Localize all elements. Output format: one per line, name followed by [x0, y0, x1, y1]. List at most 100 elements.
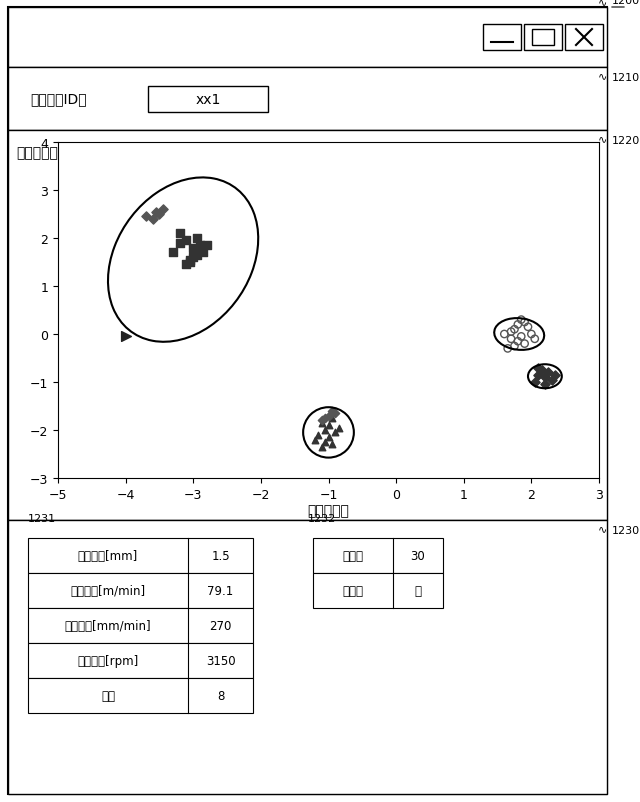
Point	[191, 249, 202, 262]
Bar	[148, 87, 268, 112]
Bar	[532, 30, 554, 46]
Point	[320, 424, 330, 437]
Point	[509, 323, 520, 336]
Bar	[312, 538, 442, 573]
Point	[168, 247, 178, 260]
Point	[327, 439, 337, 452]
Bar	[8, 8, 607, 68]
Point	[540, 371, 550, 384]
Bar	[524, 25, 562, 51]
Point	[523, 321, 533, 334]
Text: xx1: xx1	[195, 92, 221, 107]
Point	[317, 441, 327, 454]
Bar	[483, 25, 521, 51]
Text: 1232: 1232	[307, 513, 336, 524]
Point	[323, 410, 333, 423]
Point	[520, 316, 530, 329]
Point	[151, 206, 161, 219]
Bar	[28, 608, 253, 643]
Text: 30: 30	[410, 549, 425, 562]
Text: 8: 8	[217, 689, 224, 702]
Text: 1.5: 1.5	[211, 549, 230, 562]
Point	[198, 247, 209, 260]
Point	[530, 376, 540, 389]
Point	[516, 330, 526, 343]
Point	[191, 233, 202, 245]
Point	[141, 211, 151, 224]
Point	[185, 254, 195, 267]
Point	[320, 412, 330, 425]
Point	[175, 237, 185, 250]
Bar	[28, 573, 253, 608]
Point	[313, 429, 323, 442]
Point	[148, 213, 158, 226]
Point	[202, 240, 212, 253]
Bar	[8, 68, 607, 131]
Point	[513, 335, 523, 348]
Text: 79.1: 79.1	[207, 585, 234, 597]
Point	[502, 342, 513, 355]
Point	[310, 434, 320, 447]
Point	[520, 338, 530, 350]
Text: ∿: ∿	[598, 0, 607, 7]
Point	[323, 431, 333, 444]
Text: 1200: 1200	[612, 0, 640, 6]
Point	[333, 422, 344, 435]
Point	[516, 314, 526, 326]
Text: 270: 270	[209, 619, 232, 632]
Point	[540, 379, 550, 391]
Bar	[8, 131, 607, 520]
Point	[323, 419, 333, 432]
Point	[499, 328, 509, 341]
Point	[330, 427, 340, 439]
Text: 切削速度[m/min]: 切削速度[m/min]	[70, 585, 145, 597]
Text: 回転速度[rpm]: 回転速度[rpm]	[77, 654, 139, 667]
Point	[506, 326, 516, 338]
Point	[509, 340, 520, 353]
Text: 送り速度[mm/min]: 送り速度[mm/min]	[65, 619, 151, 632]
Text: ∿: ∿	[598, 134, 607, 144]
Bar	[28, 678, 253, 713]
Text: 第二主成分: 第二主成分	[16, 146, 58, 160]
Point	[185, 257, 195, 269]
Text: 評価値: 評価値	[342, 549, 363, 562]
Point	[188, 252, 198, 265]
Bar	[8, 520, 607, 794]
Point	[181, 235, 191, 248]
Text: 工作機械ID：: 工作機械ID：	[30, 92, 86, 107]
Point	[188, 242, 198, 255]
Text: ∿: ∿	[598, 71, 607, 81]
Text: 1231: 1231	[28, 513, 56, 524]
Text: 適性度: 適性度	[342, 585, 363, 597]
Point	[533, 362, 543, 375]
Point	[513, 318, 523, 331]
Point	[543, 367, 554, 379]
Bar	[312, 573, 442, 608]
Point	[320, 436, 330, 449]
Text: 軸切込み[mm]: 軸切込み[mm]	[78, 549, 138, 562]
Point	[157, 204, 168, 217]
Point	[330, 407, 340, 420]
Point	[175, 228, 185, 241]
Bar	[565, 25, 603, 51]
Text: 回数: 回数	[101, 689, 115, 702]
X-axis label: 第一主成分: 第一主成分	[308, 504, 349, 518]
Point	[181, 259, 191, 272]
Point	[327, 405, 337, 418]
Point	[317, 415, 327, 427]
Point	[547, 374, 557, 387]
Point	[533, 369, 543, 382]
Point	[506, 333, 516, 346]
Bar	[28, 643, 253, 678]
Point	[550, 369, 560, 382]
Point	[317, 417, 327, 430]
Text: 低: 低	[414, 585, 421, 597]
Point	[195, 240, 205, 253]
Text: 1210: 1210	[612, 73, 640, 83]
Point	[195, 245, 205, 257]
Bar	[28, 538, 253, 573]
Point	[536, 364, 547, 377]
Text: ∿: ∿	[598, 524, 607, 533]
Text: 3150: 3150	[205, 654, 236, 667]
Text: 1220: 1220	[612, 136, 640, 146]
